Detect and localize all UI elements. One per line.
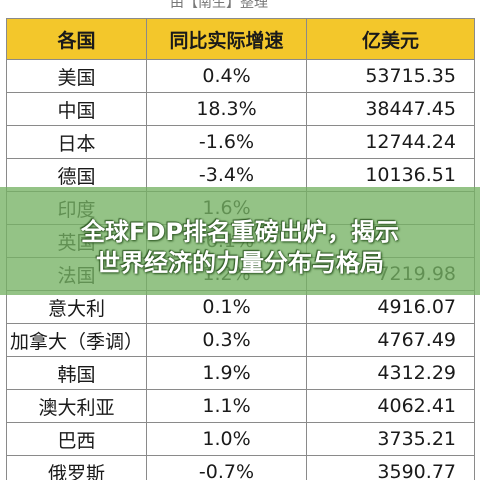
header-fragment-strip: 由【南生】整理 [0, 0, 480, 18]
table-row: 巴西 1.0% 3735.21 [6, 422, 475, 456]
country-cell: 澳大利亚 [6, 389, 147, 423]
country-cell: 中国 [6, 92, 147, 126]
growth-cell: -1.6% [146, 125, 307, 159]
country-cell: 俄罗斯 [6, 455, 147, 480]
value-cell: 4916.07 [306, 290, 475, 324]
table-row: 德国 -3.4% 10136.51 [6, 158, 475, 192]
growth-cell: 0.1% [146, 290, 307, 324]
value-cell: 3590.77 [306, 455, 475, 480]
table-row: 韩国 1.9% 4312.29 [6, 356, 475, 390]
value-cell: 3735.21 [306, 422, 475, 456]
value-cell: 38447.45 [306, 92, 475, 126]
country-cell: 加拿大（季调） [6, 323, 147, 357]
column-header-growth: 同比实际增速 [146, 18, 307, 60]
country-cell: 巴西 [6, 422, 147, 456]
growth-cell: 1.1% [146, 389, 307, 423]
growth-cell: 0.3% [146, 323, 307, 357]
growth-cell: 18.3% [146, 92, 307, 126]
banner-title-line-1: 全球FDP排名重磅出炉，揭示 [81, 218, 399, 246]
table-header-row: 各国 同比实际增速 亿美元 [6, 18, 475, 60]
column-header-country: 各国 [6, 18, 147, 60]
header-fragment-text: 由【南生】整理 [170, 0, 268, 11]
value-cell: 4767.49 [306, 323, 475, 357]
table-row: 意大利 0.1% 4916.07 [6, 290, 475, 324]
country-cell: 意大利 [6, 290, 147, 324]
title-banner: 全球FDP排名重磅出炉，揭示 世界经济的力量分布与格局 [0, 187, 480, 295]
value-cell: 53715.35 [306, 59, 475, 93]
growth-cell: -0.7% [146, 455, 307, 480]
growth-cell: 0.4% [146, 59, 307, 93]
table-row: 加拿大（季调） 0.3% 4767.49 [6, 323, 475, 357]
value-cell: 12744.24 [306, 125, 475, 159]
growth-cell: 1.9% [146, 356, 307, 390]
value-cell: 4062.41 [306, 389, 475, 423]
table-row: 澳大利亚 1.1% 4062.41 [6, 389, 475, 423]
table-row: 俄罗斯 -0.7% 3590.77 [6, 455, 475, 480]
country-cell: 韩国 [6, 356, 147, 390]
table-row: 美国 0.4% 53715.35 [6, 59, 475, 93]
country-cell: 美国 [6, 59, 147, 93]
growth-cell: 1.0% [146, 422, 307, 456]
column-header-value: 亿美元 [306, 18, 475, 60]
table-row: 中国 18.3% 38447.45 [6, 92, 475, 126]
banner-title-line-2: 世界经济的力量分布与格局 [96, 249, 384, 277]
value-cell: 10136.51 [306, 158, 475, 192]
country-cell: 日本 [6, 125, 147, 159]
value-cell: 4312.29 [306, 356, 475, 390]
table-row: 日本 -1.6% 12744.24 [6, 125, 475, 159]
